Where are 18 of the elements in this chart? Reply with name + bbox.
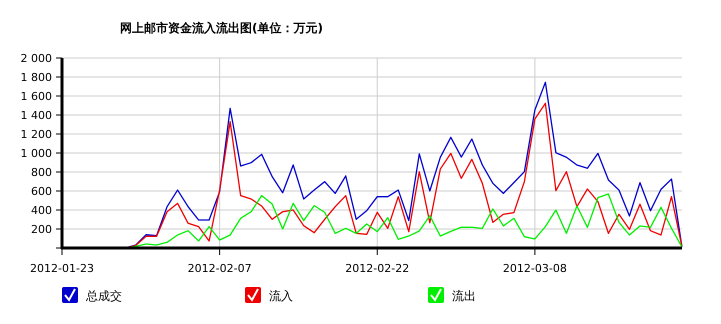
y-tick-label: 200 (31, 223, 52, 236)
x-tick-label: 2012-01-23 (30, 262, 94, 275)
chart-title: 网上邮市资金流入流出图(单位：万元) (120, 21, 323, 35)
legend-label: 流出 (452, 289, 476, 303)
legend-label: 总成交 (85, 289, 122, 303)
y-tick-label: 400 (31, 204, 52, 217)
x-tick-label: 2012-03-08 (502, 262, 567, 275)
y-tick-label: 800 (31, 166, 52, 179)
y-tick-label: 1 400 (20, 109, 52, 122)
y-tick-label: 1 200 (20, 128, 52, 141)
y-tick-label: 600 (31, 185, 52, 198)
y-tick-label: 1 600 (20, 90, 52, 103)
y-tick-label: 1 800 (20, 71, 52, 84)
y-tick-label: 2 000 (20, 52, 52, 65)
x-tick-label: 2012-02-07 (188, 262, 252, 275)
x-tick-label: 2012-02-22 (345, 262, 410, 275)
legend-label: 流入 (269, 289, 293, 303)
y-tick-label: 1 000 (20, 147, 52, 160)
